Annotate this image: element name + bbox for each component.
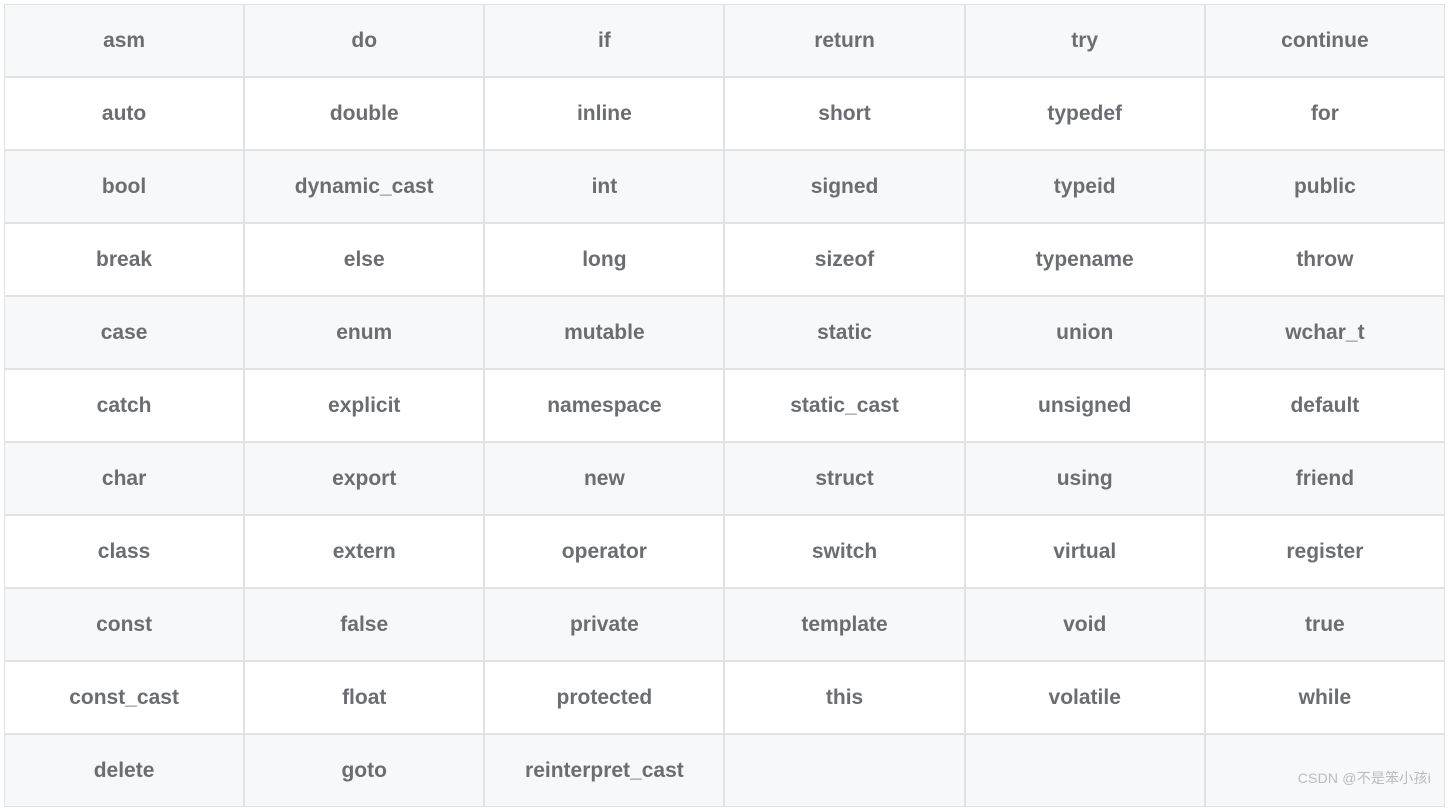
table-cell: return	[724, 4, 964, 77]
table-cell: switch	[724, 515, 964, 588]
table-cell: false	[244, 588, 484, 661]
table-cell: for	[1205, 77, 1445, 150]
table-cell: signed	[724, 150, 964, 223]
table-cell: void	[965, 588, 1205, 661]
table-row: const_castfloatprotectedthisvolatilewhil…	[4, 661, 1445, 734]
table-cell: sizeof	[724, 223, 964, 296]
table-cell: bool	[4, 150, 244, 223]
table-cell: try	[965, 4, 1205, 77]
table-row: catchexplicitnamespacestatic_castunsigne…	[4, 369, 1445, 442]
table-cell: delete	[4, 734, 244, 807]
table-cell: dynamic_cast	[244, 150, 484, 223]
table-cell: while	[1205, 661, 1445, 734]
table-cell: do	[244, 4, 484, 77]
table-cell: private	[484, 588, 724, 661]
table-row: autodoubleinlineshorttypedeffor	[4, 77, 1445, 150]
table-cell: using	[965, 442, 1205, 515]
table-cell: namespace	[484, 369, 724, 442]
table-cell: enum	[244, 296, 484, 369]
table-cell: char	[4, 442, 244, 515]
table-cell: const	[4, 588, 244, 661]
table-cell: throw	[1205, 223, 1445, 296]
table-cell: catch	[4, 369, 244, 442]
table-cell: int	[484, 150, 724, 223]
table-cell	[965, 734, 1205, 807]
table-row: deletegotoreinterpret_cast	[4, 734, 1445, 807]
table-cell: static	[724, 296, 964, 369]
keywords-table-body: asmdoifreturntrycontinueautodoubleinline…	[4, 4, 1445, 807]
table-cell: reinterpret_cast	[484, 734, 724, 807]
table-row: caseenummutablestaticunionwchar_t	[4, 296, 1445, 369]
table-cell: auto	[4, 77, 244, 150]
table-cell: continue	[1205, 4, 1445, 77]
table-row: constfalseprivatetemplatevoidtrue	[4, 588, 1445, 661]
table-cell: struct	[724, 442, 964, 515]
table-cell: goto	[244, 734, 484, 807]
table-cell: typedef	[965, 77, 1205, 150]
table-cell: template	[724, 588, 964, 661]
table-cell: long	[484, 223, 724, 296]
table-cell: class	[4, 515, 244, 588]
table-cell: break	[4, 223, 244, 296]
table-cell: operator	[484, 515, 724, 588]
table-cell: typename	[965, 223, 1205, 296]
table-row: asmdoifreturntrycontinue	[4, 4, 1445, 77]
table-cell: inline	[484, 77, 724, 150]
table-cell: register	[1205, 515, 1445, 588]
table-cell	[724, 734, 964, 807]
table-cell: new	[484, 442, 724, 515]
table-cell: default	[1205, 369, 1445, 442]
table-cell: if	[484, 4, 724, 77]
keywords-table: asmdoifreturntrycontinueautodoubleinline…	[4, 4, 1445, 807]
table-cell: export	[244, 442, 484, 515]
table-cell: typeid	[965, 150, 1205, 223]
table-row: charexportnewstructusingfriend	[4, 442, 1445, 515]
table-cell: mutable	[484, 296, 724, 369]
keywords-table-container: asmdoifreturntrycontinueautodoubleinline…	[0, 0, 1449, 808]
table-cell: public	[1205, 150, 1445, 223]
table-cell: case	[4, 296, 244, 369]
table-cell: protected	[484, 661, 724, 734]
table-cell: wchar_t	[1205, 296, 1445, 369]
table-cell: float	[244, 661, 484, 734]
table-cell: extern	[244, 515, 484, 588]
table-cell: const_cast	[4, 661, 244, 734]
watermark-text: CSDN @不是笨小孩i	[1298, 768, 1431, 788]
table-cell: unsigned	[965, 369, 1205, 442]
table-cell: virtual	[965, 515, 1205, 588]
table-cell: true	[1205, 588, 1445, 661]
table-cell: double	[244, 77, 484, 150]
table-cell: friend	[1205, 442, 1445, 515]
table-cell: else	[244, 223, 484, 296]
table-cell: this	[724, 661, 964, 734]
table-cell: union	[965, 296, 1205, 369]
table-cell: static_cast	[724, 369, 964, 442]
table-row: booldynamic_castintsignedtypeidpublic	[4, 150, 1445, 223]
table-cell: asm	[4, 4, 244, 77]
table-cell: explicit	[244, 369, 484, 442]
table-cell: short	[724, 77, 964, 150]
table-row: breakelselongsizeoftypenamethrow	[4, 223, 1445, 296]
table-cell: volatile	[965, 661, 1205, 734]
table-row: classexternoperatorswitchvirtualregister	[4, 515, 1445, 588]
